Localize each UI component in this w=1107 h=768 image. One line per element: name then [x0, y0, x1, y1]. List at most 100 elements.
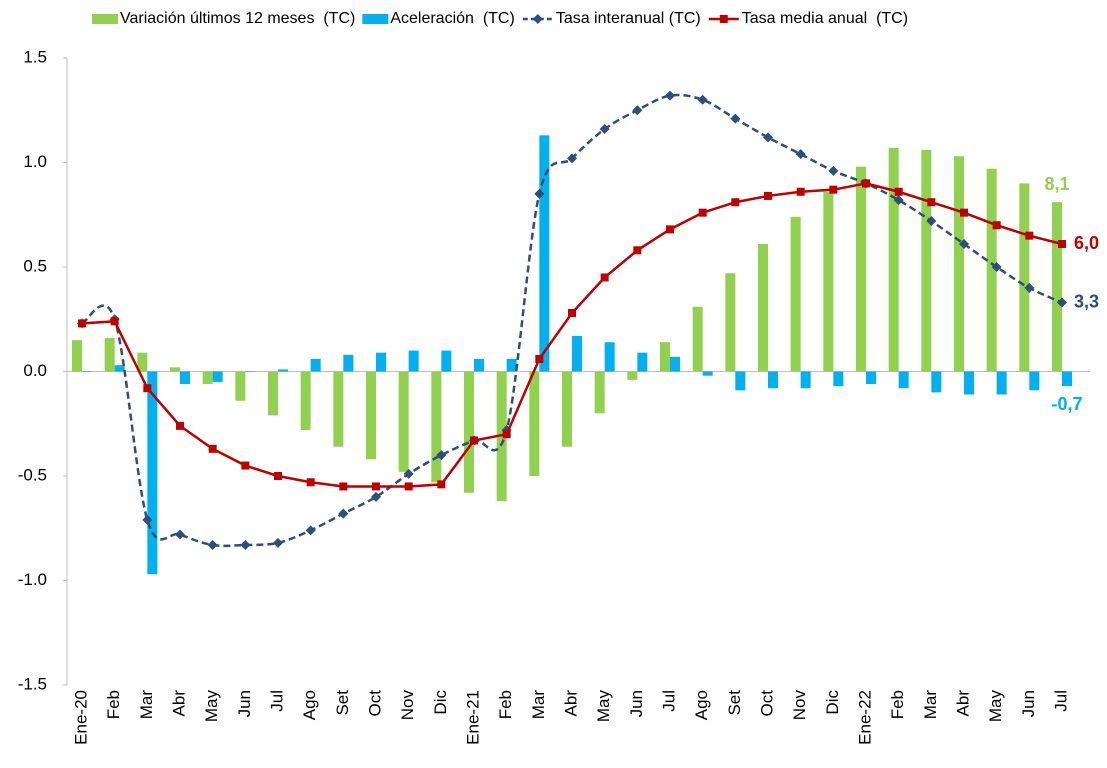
point: [372, 482, 380, 491]
point: [829, 185, 838, 194]
legend-label: Tasa interanual (TC): [556, 10, 701, 27]
x-tick-label: Jul: [267, 690, 286, 712]
legend-marker: [719, 15, 728, 23]
bar: [235, 371, 246, 401]
bar: [72, 340, 82, 372]
end-label: 8,1: [1044, 174, 1069, 194]
point: [535, 354, 544, 363]
bar: [1019, 183, 1030, 372]
point: [959, 239, 969, 250]
bar: [104, 338, 115, 372]
point: [534, 188, 545, 199]
bar: [464, 371, 474, 493]
bar: [572, 335, 582, 372]
x-tick-label: May: [594, 690, 613, 723]
x-tick-label: Ago: [692, 690, 711, 720]
bar: [82, 371, 92, 372]
bar: [833, 371, 844, 387]
point: [470, 436, 478, 445]
x-tick-label: May: [202, 690, 221, 723]
x-tick-label: Jul: [659, 690, 678, 712]
bar: [539, 135, 550, 372]
y-tick-label: -1.0: [18, 570, 47, 589]
bar: [366, 371, 376, 460]
bar: [800, 371, 811, 389]
point: [437, 480, 446, 489]
point: [1024, 282, 1035, 293]
end-label: -0,7: [1051, 394, 1082, 414]
point: [698, 208, 707, 217]
bar: [996, 371, 1007, 395]
point: [828, 165, 839, 176]
point: [240, 539, 251, 550]
point: [1025, 231, 1034, 240]
bar: [931, 371, 942, 393]
x-tick-label: May: [986, 690, 1005, 723]
x-tick-label: Set: [333, 690, 352, 716]
point: [991, 262, 1002, 272]
bar: [1029, 371, 1040, 391]
bar: [147, 371, 158, 575]
point: [436, 450, 447, 461]
point: [960, 208, 968, 217]
bar: [300, 371, 311, 431]
x-tick-label: Abr: [953, 690, 972, 717]
bar: [170, 367, 180, 372]
y-tick-label: 1.5: [23, 47, 47, 66]
bar: [268, 371, 278, 416]
point: [305, 525, 316, 536]
bar: [660, 342, 670, 372]
bar: [823, 191, 834, 372]
bar: [637, 352, 648, 372]
point: [599, 124, 610, 135]
x-tick-label: Mar: [921, 690, 940, 720]
bar: [343, 354, 354, 372]
x-tick-label: Dic: [823, 690, 842, 715]
line-series: [78, 179, 1066, 491]
point: [1058, 240, 1066, 249]
bar: [898, 371, 909, 389]
x-tick-label: Dic: [431, 690, 450, 715]
point: [339, 482, 348, 491]
point: [78, 319, 86, 328]
point: [502, 430, 511, 439]
bar: [866, 371, 876, 385]
y-tick-label: 0.0: [23, 361, 47, 380]
bar: [670, 356, 680, 372]
bar: [735, 371, 746, 391]
x-tick-label: Ene-20: [71, 690, 90, 745]
point: [567, 153, 577, 164]
point: [176, 421, 184, 430]
point: [241, 461, 250, 470]
point: [730, 113, 741, 124]
y-tick-label: -1.5: [18, 674, 47, 693]
bar: [506, 358, 517, 372]
bar: [441, 350, 452, 372]
x-tick-label: Abr: [561, 690, 580, 717]
x-tick-label: Oct: [365, 690, 384, 717]
x-tick-label: Jul: [1051, 690, 1070, 712]
bar: [376, 352, 386, 372]
bar: [408, 350, 419, 372]
line-series: [77, 90, 1067, 550]
bar: [137, 352, 148, 372]
x-tick-label: Feb: [104, 690, 123, 719]
legend-label: Aceleración (TC): [390, 10, 514, 27]
bar: [964, 371, 974, 395]
point: [926, 216, 937, 227]
bar: [202, 371, 213, 385]
point: [763, 132, 773, 143]
x-tick-label: Ene-22: [855, 690, 874, 745]
bar: [768, 371, 778, 389]
point: [143, 384, 152, 393]
bar: [114, 365, 125, 372]
bar: [627, 371, 638, 380]
point: [795, 149, 806, 160]
x-tick-label: Mar: [137, 690, 156, 720]
x-tick-label: Jun: [235, 690, 254, 717]
point: [404, 482, 413, 491]
bar: [1052, 202, 1062, 372]
bar: [921, 149, 932, 372]
x-tick-label: Feb: [496, 690, 515, 719]
